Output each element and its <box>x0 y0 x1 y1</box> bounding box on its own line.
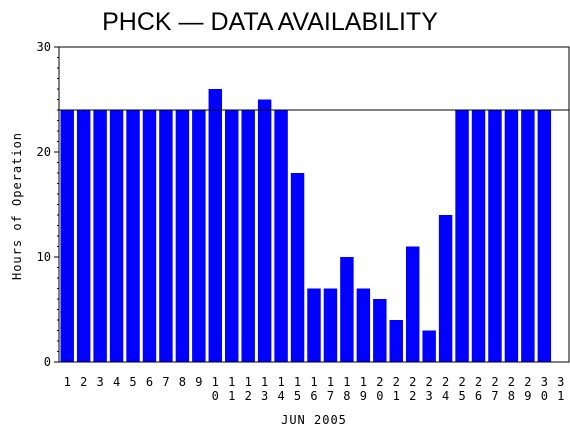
bar-day-4 <box>109 110 124 362</box>
bar-day-27 <box>488 110 502 362</box>
x-tick-label: 9 <box>195 375 202 389</box>
bar-day-5 <box>126 110 140 362</box>
bar-day-10 <box>208 89 223 362</box>
x-tick-label: 5 <box>129 375 136 389</box>
bar-day-1 <box>60 110 74 362</box>
x-tick-label: 1 <box>64 375 71 389</box>
bar-day-8 <box>175 110 190 362</box>
y-tick-label: 30 <box>37 40 51 54</box>
x-tick-label: 4 <box>113 375 120 389</box>
y-tick-label: 20 <box>37 145 51 159</box>
bar-day-28 <box>504 110 519 362</box>
bar-day-9 <box>192 110 206 362</box>
bar-day-29 <box>521 110 535 362</box>
y-tick-label: 10 <box>37 250 51 264</box>
bar-day-23 <box>422 330 436 362</box>
y-axis-ticks: 0 10 20 30 <box>37 40 59 369</box>
x-tick-label: 2 <box>80 375 87 389</box>
bar-day-13 <box>257 99 272 362</box>
bar-day-12 <box>241 110 255 362</box>
x-tick-label: 3 <box>97 375 104 389</box>
bar-day-26 <box>471 110 486 362</box>
bar-day-19 <box>356 288 371 362</box>
bar-day-17 <box>323 288 338 362</box>
bar-day-30 <box>537 110 552 362</box>
bar-day-3 <box>93 110 107 362</box>
bar-day-16 <box>307 288 321 362</box>
y-axis-title: Hours of Operation <box>10 132 24 280</box>
x-axis-ticks: 1 2 3 4 5 6 7 8 9 1 01 11 21 31 41 51 61 71 81 92 02 12 22 32 42… <box>64 375 565 403</box>
bars <box>60 89 552 362</box>
chart-title: PHCK — DATA AVAILABILITY <box>102 8 438 36</box>
bar-day-21 <box>389 320 403 362</box>
x-tick-label: 8 <box>179 375 186 389</box>
bar-day-2 <box>76 110 91 362</box>
bar-day-24 <box>438 215 453 362</box>
bar-day-20 <box>373 299 387 362</box>
x-axis-title: JUN 2005 <box>281 413 347 427</box>
bar-day-6 <box>142 110 157 362</box>
bar-day-7 <box>159 110 173 362</box>
bar-day-15 <box>290 173 305 362</box>
bar-day-25 <box>455 110 469 362</box>
bar-day-11 <box>225 110 239 362</box>
x-tick-label: 6 <box>146 375 153 389</box>
y-tick-label: 0 <box>44 355 51 369</box>
bar-day-14 <box>274 110 288 362</box>
bar-day-22 <box>405 246 420 362</box>
bar-day-18 <box>340 257 354 362</box>
x-tick-label: 7 <box>162 375 169 389</box>
